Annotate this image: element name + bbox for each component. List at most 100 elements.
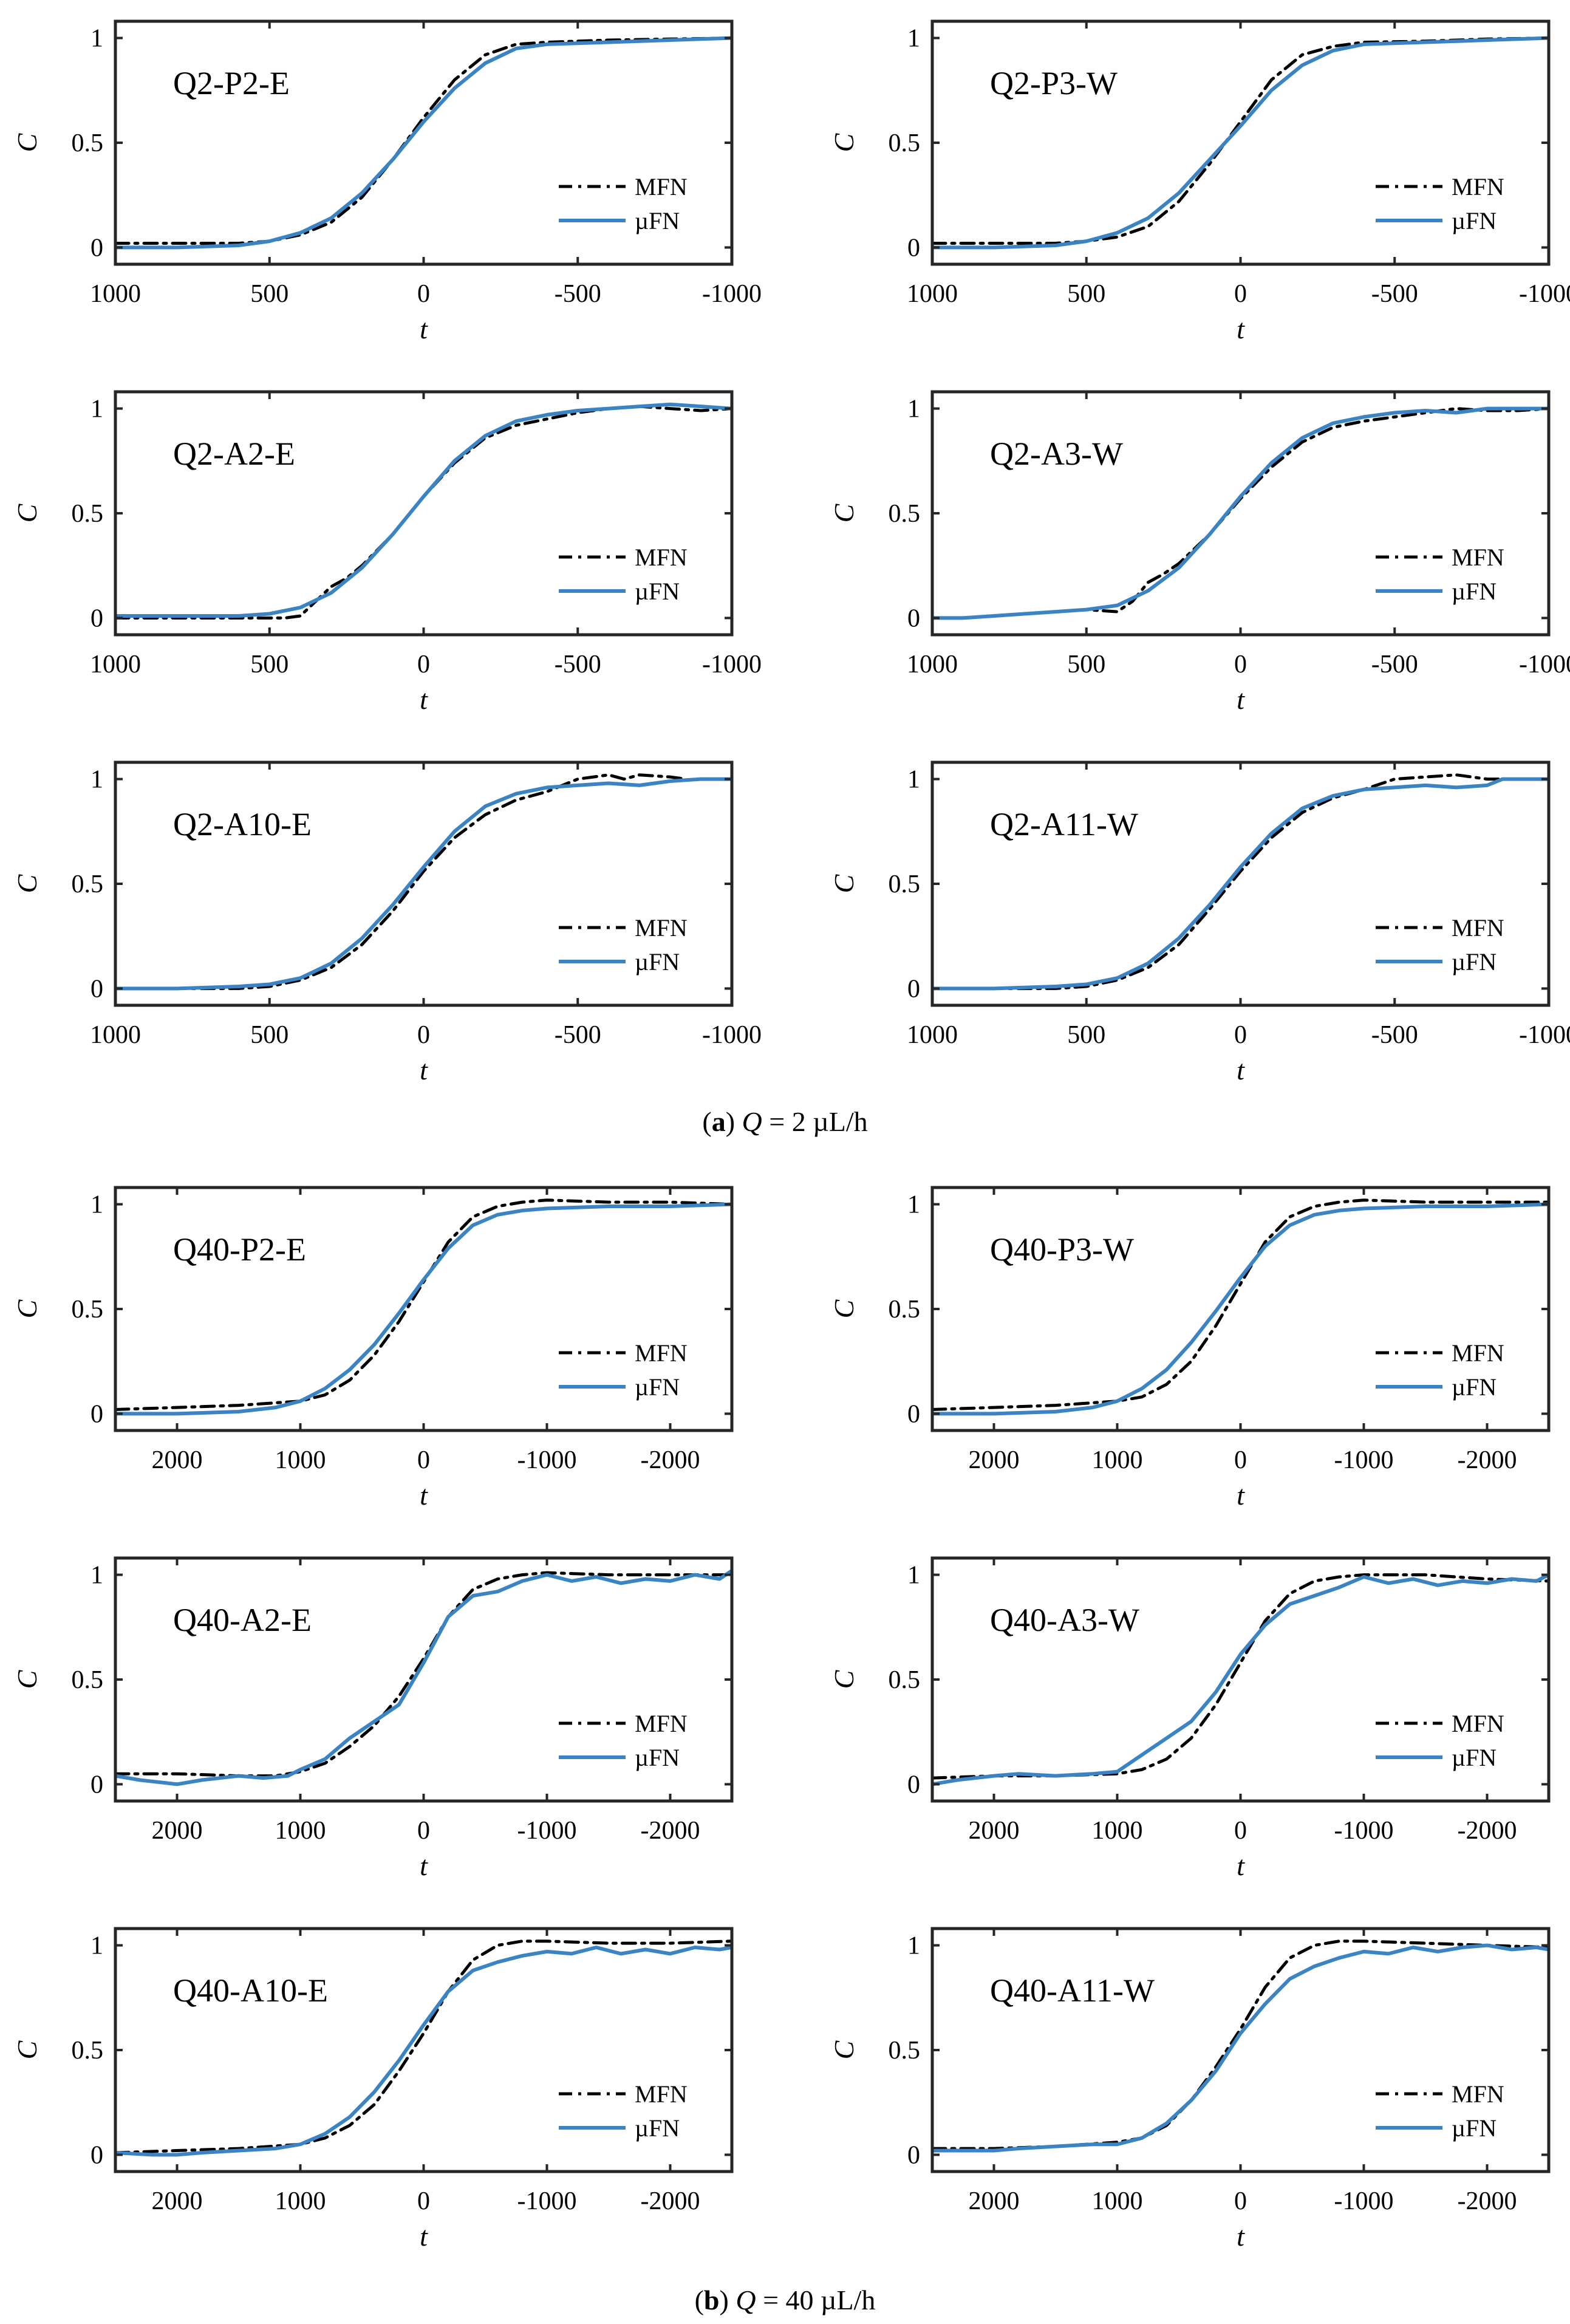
- chart-4-ytick-label: 1: [90, 766, 103, 794]
- chart-9-legend-mfn-label: MFN: [1452, 1710, 1504, 1737]
- chart-8-xtick-label: -2000: [641, 1817, 700, 1845]
- chart-8-ylabel: C: [12, 1669, 43, 1689]
- chart-4-series-ufn: [115, 777, 732, 991]
- chart-9-xtick-label: -1000: [1334, 1817, 1394, 1845]
- chart-6-legend-mfn-label: MFN: [635, 1339, 688, 1367]
- chart-2-xtick-label: 1000: [90, 651, 141, 678]
- chart-4-xtick-label: 0: [417, 1021, 430, 1049]
- chart-0-xtick-label: 1000: [90, 280, 141, 308]
- chart-8-xtick-label: 2000: [152, 1817, 203, 1845]
- chart-1-title: Q2-P3-W: [990, 65, 1118, 101]
- chart-2-xlabel: t: [420, 684, 428, 715]
- chart-9-ytick-label: 0: [907, 1771, 920, 1799]
- chart-6-ytick-label: 0.5: [72, 1296, 104, 1324]
- chart-11-series-ufn: [932, 1943, 1549, 2153]
- chart-7-xlabel: t: [1237, 1480, 1245, 1511]
- chart-1-ytick-label: 0.5: [889, 129, 921, 157]
- chart-7-ylabel: C: [828, 1299, 859, 1318]
- chart-8-ytick-label: 1: [90, 1562, 103, 1590]
- chart-10-xtick-label: 2000: [152, 2187, 203, 2215]
- chart-4-xlabel: t: [420, 1054, 428, 1085]
- chart-7-legend-ufn-label: µFN: [1452, 1373, 1497, 1401]
- chart-7-series-ufn: [932, 1202, 1549, 1416]
- chart-9-xtick-label: 1000: [1092, 1817, 1143, 1845]
- chart-5-xlabel: t: [1237, 1054, 1245, 1085]
- chart-10-ytick-label: 0.5: [72, 2037, 104, 2065]
- chart-0-ylabel: C: [12, 132, 43, 152]
- chart-1-legend-ufn-label: µFN: [1452, 207, 1497, 234]
- caption-b-variable: Q: [736, 2285, 756, 2315]
- chart-9-xtick-label: -2000: [1458, 1817, 1517, 1845]
- chart-10-ytick-label: 1: [90, 1932, 103, 1960]
- chart-8-legend-mfn-label: MFN: [635, 1710, 688, 1737]
- chart-10-legend-mfn-label: MFN: [635, 2080, 688, 2108]
- chart-7-ytick-label: 1: [907, 1191, 920, 1219]
- chart-8-xtick-label: -1000: [517, 1817, 577, 1845]
- chart-5-ytick-label: 1: [907, 766, 920, 794]
- chart-3-xtick-label: -500: [1371, 651, 1418, 678]
- chart-7: 2000 1000 0 -1000 -2000 0 0.5 1 t C Q40-P3-W MFN µFN: [828, 1186, 1551, 1511]
- chart-1: 1000 500 0 -500 -1000 0 0.5 1 t C Q2-P3-W MFN µFN: [828, 19, 1570, 344]
- caption-b-letter: b: [703, 2285, 720, 2315]
- chart-9-ytick-label: 0.5: [889, 1666, 921, 1694]
- chart-3-legend-ufn-label: µFN: [1452, 578, 1497, 605]
- chart-11: 2000 1000 0 -1000 -2000 0 0.5 1 t C Q40-A11-W MFN µF…: [828, 1927, 1551, 2252]
- chart-0-legend-ufn-label: µFN: [635, 207, 680, 234]
- chart-2-ytick-label: 1: [90, 395, 103, 423]
- chart-5-legend-mfn-label: MFN: [1452, 914, 1504, 942]
- chart-1-xtick-label: -1000: [1519, 280, 1570, 308]
- chart-5-series-mfn: [932, 773, 1520, 990]
- chart-3-ytick-label: 0.5: [889, 500, 921, 528]
- chart-7-xtick-label: -1000: [1334, 1446, 1394, 1474]
- chart-5-ytick-label: 0.5: [889, 870, 921, 898]
- chart-6-xtick-label: -1000: [517, 1446, 577, 1474]
- chart-8: 2000 1000 0 -1000 -2000 0 0.5 1 t C Q40-A2-E MFN µFN: [12, 1556, 734, 1881]
- chart-0-ytick-label: 1: [90, 25, 103, 53]
- chart-10-xtick-label: 1000: [275, 2187, 326, 2215]
- chart-2-xtick-label: -1000: [702, 651, 762, 678]
- chart-4-ylabel: C: [12, 873, 43, 893]
- chart-1-xtick-label: 1000: [907, 280, 958, 308]
- chart-8-series-ufn: [115, 1568, 732, 1786]
- chart-11-ytick-label: 0.5: [889, 2037, 921, 2065]
- chart-10-ytick-label: 0: [90, 2141, 103, 2169]
- chart-0-title: Q2-P2-E: [173, 65, 290, 101]
- chart-8-legend-ufn-label: µFN: [635, 1744, 680, 1771]
- chart-0-xtick-label: 0: [417, 280, 430, 308]
- chart-11-xtick-label: 0: [1234, 2187, 1247, 2215]
- chart-3: 1000 500 0 -500 -1000 0 0.5 1 t C Q2-A3-W MFN µFN: [828, 390, 1570, 715]
- chart-6-series-ufn: [115, 1202, 732, 1416]
- chart-11-xtick-label: 1000: [1092, 2187, 1143, 2215]
- chart-7-xtick-label: 1000: [1092, 1446, 1143, 1474]
- chart-11-xlabel: t: [1237, 2221, 1245, 2252]
- chart-5-xtick-label: -500: [1371, 1021, 1418, 1049]
- chart-6: 2000 1000 0 -1000 -2000 0 0.5 1 t C Q40-P2-E MFN µFN: [12, 1186, 734, 1511]
- chart-7-xtick-label: -2000: [1458, 1446, 1517, 1474]
- chart-0-xtick-label: -1000: [702, 280, 762, 308]
- chart-0-series-ufn: [115, 36, 732, 250]
- caption-a-variable: Q: [742, 1106, 762, 1137]
- chart-0: 1000 500 0 -500 -1000 0 0.5 1 t C Q2-P2-E MFN µFN: [12, 19, 762, 344]
- chart-8-ytick-label: 0: [90, 1771, 103, 1799]
- chart-10-series-mfn: [115, 1940, 732, 2155]
- caption-a: (a) Q = 2 µL/h: [702, 1106, 868, 1137]
- chart-2-xtick-label: 500: [250, 651, 288, 678]
- chart-0-ytick-label: 0.5: [72, 129, 104, 157]
- chart-7-title: Q40-P3-W: [990, 1231, 1134, 1268]
- chart-5-xtick-label: -1000: [1519, 1021, 1570, 1049]
- chart-5-xtick-label: 0: [1234, 1021, 1247, 1049]
- chart-2-xtick-label: 0: [417, 651, 430, 678]
- chart-4-series-mfn: [115, 773, 688, 990]
- chart-2-series-group: [115, 402, 732, 620]
- chart-1-ylabel: C: [828, 132, 859, 152]
- chart-1-legend-mfn-label: MFN: [1452, 173, 1504, 200]
- chart-3-xtick-label: 0: [1234, 651, 1247, 678]
- chart-8-xtick-label: 0: [417, 1817, 430, 1845]
- chart-5-legend-ufn-label: µFN: [1452, 948, 1497, 976]
- caption-b: (b) Q = 40 µL/h: [694, 2285, 876, 2315]
- chart-9-ytick-label: 1: [907, 1562, 920, 1590]
- chart-4-series-group: [115, 773, 732, 991]
- chart-2-legend-mfn-label: MFN: [635, 544, 688, 571]
- chart-11-ytick-label: 1: [907, 1932, 920, 1960]
- chart-3-series-group: [932, 406, 1549, 620]
